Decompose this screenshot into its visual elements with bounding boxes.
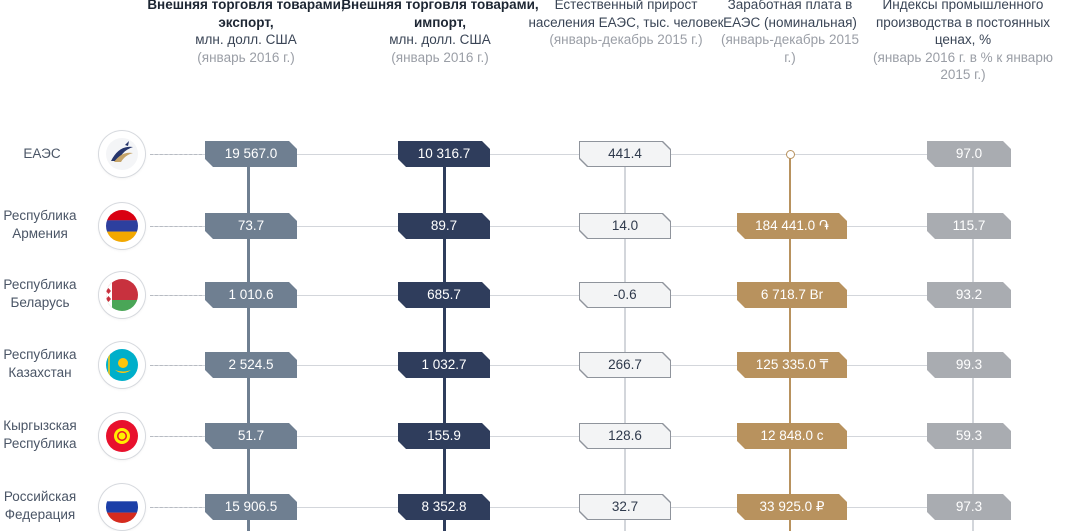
column-line-population (624, 154, 626, 531)
row-line-russia (150, 507, 1002, 508)
row-label-armenia: Республика Армения (3, 208, 77, 241)
index-value-belarus: 93.2 (927, 282, 1011, 308)
row-label-kyrgyzstan: Кыргызская Республика (3, 418, 77, 451)
import-value-belarus: 685.7 (398, 282, 490, 308)
row-line-eaeu (150, 154, 1002, 155)
row-line-kyrgyzstan (150, 436, 1002, 437)
index-value-eaeu: 97.0 (927, 141, 1011, 167)
export-value-belarus: 1 010.6 (205, 282, 297, 308)
export-value-armenia: 73.7 (205, 213, 297, 239)
flag-armenia-icon (99, 203, 145, 249)
wage-value-kazakhstan: 125 335.0 ₸ (737, 352, 847, 378)
flag-kazakhstan-icon (99, 342, 145, 388)
row-label-eaeu: ЕАЭС (23, 146, 61, 161)
dash-armenia (150, 226, 202, 227)
export-value-kyrgyzstan: 51.7 (205, 423, 297, 449)
index-value-kyrgyzstan: 59.3 (927, 423, 1011, 449)
wage-start-dot (786, 150, 795, 159)
wage-value-russia: 33 925.0 ₽ (737, 494, 847, 520)
dash-belarus (150, 295, 202, 296)
eaeu-logo-icon (99, 131, 145, 177)
column-line-index (972, 154, 974, 531)
dash-russia (150, 507, 202, 508)
export-value-kazakhstan: 2 524.5 (205, 352, 297, 378)
wage-value-armenia: 184 441.0 ֏ (737, 213, 847, 239)
population-value-kyrgyzstan: 128.6 (579, 423, 671, 449)
import-value-eaeu: 10 316.7 (398, 141, 490, 167)
column-line-wage (789, 158, 791, 531)
flag-russia-icon (99, 484, 145, 530)
wage-value-kyrgyzstan: 12 848.0 с (737, 423, 847, 449)
population-value-eaeu: 441.4 (579, 141, 671, 167)
row-line-belarus (150, 295, 1002, 296)
dash-kyrgyzstan (150, 436, 202, 437)
export-value-russia: 15 906.5 (205, 494, 297, 520)
population-value-armenia: 14.0 (579, 213, 671, 239)
import-value-russia: 8 352.8 (398, 494, 490, 520)
column-line-export (247, 154, 250, 531)
row-label-belarus: Республика Беларусь (3, 277, 77, 310)
row-label-kazakhstan: Республика Казахстан (3, 347, 77, 380)
index-value-russia: 97.3 (927, 494, 1011, 520)
wage-value-belarus: 6 718.7 Br (737, 282, 847, 308)
dash-kazakhstan (150, 365, 202, 366)
row-line-armenia (150, 226, 1002, 227)
row-line-kazakhstan (150, 365, 1002, 366)
export-value-eaeu: 19 567.0 (205, 141, 297, 167)
header-import: Внешняя торговля товарами, импорт, млн. … (341, 0, 539, 65)
dash-eaeu (150, 154, 202, 155)
population-value-belarus: -0.6 (579, 282, 671, 308)
flag-belarus-icon (99, 272, 145, 318)
header-industry-index: Индексы промышленного производства в пос… (873, 0, 1053, 82)
header-population: Естественный прирост населения ЕАЭС, тыс… (528, 0, 724, 47)
header-export: Внешняя торговля товарами, экспорт, млн.… (147, 0, 345, 65)
population-value-russia: 32.7 (579, 494, 671, 520)
flag-kyrgyzstan-icon (99, 413, 145, 459)
import-value-kyrgyzstan: 155.9 (398, 423, 490, 449)
row-label-russia: Российская Федерация (3, 489, 77, 522)
index-value-kazakhstan: 99.3 (927, 352, 1011, 378)
index-value-armenia: 115.7 (927, 213, 1011, 239)
import-value-kazakhstan: 1 032.7 (398, 352, 490, 378)
import-value-armenia: 89.7 (398, 213, 490, 239)
column-line-import (443, 154, 446, 531)
population-value-kazakhstan: 266.7 (579, 352, 671, 378)
header-wage: Заработная плата в ЕАЭС (номинальная) (я… (721, 0, 859, 65)
